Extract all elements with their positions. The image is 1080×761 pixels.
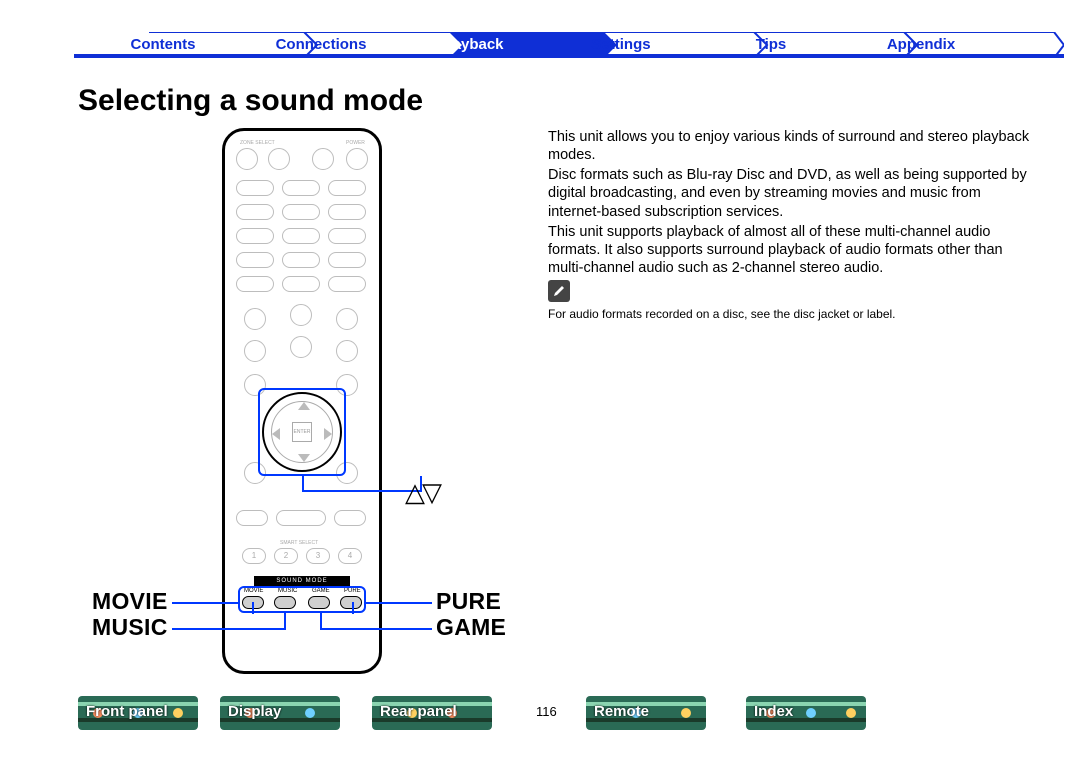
tab-contents[interactable]: Contents: [88, 32, 238, 58]
btn-zone2: [268, 148, 290, 170]
btn-media: [328, 204, 366, 220]
btn-tune-plus: [334, 510, 366, 526]
btn-mute: [290, 336, 312, 358]
line-pure: [366, 602, 432, 604]
bn-label: Index: [754, 703, 793, 720]
tab-tips[interactable]: Tips: [696, 32, 846, 58]
lbl-sound-mode: SOUND MODE: [254, 576, 350, 586]
btn-ss4: 4: [338, 548, 362, 564]
body-p2: Disc formats such as Blu-ray Disc and DV…: [548, 166, 1038, 220]
bn-rear-panel[interactable]: Rear panel: [372, 696, 492, 730]
btn-tune-minus: [236, 510, 268, 526]
btn-ss2: 2: [274, 548, 298, 564]
btn-play: [276, 510, 326, 526]
lbl-zone-select: ZONE SELECT: [240, 140, 275, 146]
btn-bt: [328, 252, 366, 268]
bn-label: Display: [228, 703, 281, 720]
note-text: For audio formats recorded on a disc, se…: [548, 307, 1038, 321]
line-movie: [172, 602, 238, 604]
lbl-smart-select: SMART SELECT: [280, 540, 318, 546]
btn-ss3: 3: [306, 548, 330, 564]
btn-aux1: [282, 204, 320, 220]
lbl-power: POWER: [346, 140, 365, 146]
tab-settings[interactable]: Settings: [546, 32, 696, 58]
bn-label: Rear panel: [380, 703, 457, 720]
body-text: This unit allows you to enjoy various ki…: [548, 128, 1038, 279]
btn-main: [236, 148, 258, 170]
btn-ch-dn: [244, 340, 266, 362]
bn-remote[interactable]: Remote: [586, 696, 706, 730]
btn-power: [346, 148, 368, 170]
pencil-note-icon: [548, 280, 570, 302]
cursor-up-down-icon: △▽: [405, 477, 439, 508]
btn-ss1: 1: [242, 548, 266, 564]
tab-connections[interactable]: Connections: [246, 32, 396, 58]
btn-aux2: [282, 228, 320, 244]
page-title: Selecting a sound mode: [78, 84, 423, 118]
btn-ch-up: [244, 308, 266, 330]
bn-label: Front panel: [86, 703, 168, 720]
btn-game-in: [236, 204, 274, 220]
bottom-nav: Front panel Display Rear panel 116 Remot…: [0, 696, 1080, 734]
btn-cbl: [236, 180, 274, 196]
remote-diagram: ZONE SELECT POWER ENTER S: [222, 128, 382, 674]
btn-iradio: [328, 276, 366, 292]
body-p3: This unit supports playback of almost al…: [548, 223, 1038, 277]
btn-bluray: [328, 180, 366, 196]
top-nav: Contents Connections Playback Settings T…: [0, 32, 1080, 60]
line-music: [172, 628, 286, 630]
body-p1: This unit allows you to enjoy various ki…: [548, 128, 1038, 164]
label-music: MUSIC: [92, 614, 168, 641]
btn-sleep: [312, 148, 334, 170]
btn-vol-up: [336, 308, 358, 330]
btn-ipod: [236, 252, 274, 268]
line-game: [320, 628, 432, 630]
bn-front-panel[interactable]: Front panel: [78, 696, 198, 730]
btn-cd: [282, 252, 320, 268]
label-pure: PURE: [436, 588, 501, 615]
btn-phono: [282, 276, 320, 292]
btn-dvd: [282, 180, 320, 196]
btn-tuner: [328, 228, 366, 244]
callout-soundmode: [238, 586, 366, 613]
line-pure-v: [352, 602, 354, 614]
callout-dpad: [258, 388, 346, 476]
tab-appendix[interactable]: Appendix: [846, 32, 996, 58]
page-number: 116: [536, 704, 557, 719]
btn-vol-dn: [336, 340, 358, 362]
bn-label: Remote: [594, 703, 649, 720]
label-movie: MOVIE: [92, 588, 168, 615]
btn-eco: [290, 304, 312, 326]
btn-online: [236, 276, 274, 292]
btn-tvaudio: [236, 228, 274, 244]
bn-index[interactable]: Index: [746, 696, 866, 730]
tab-playback[interactable]: Playback: [396, 32, 546, 58]
line-music-v: [284, 613, 286, 630]
bn-display[interactable]: Display: [220, 696, 340, 730]
line-movie-v: [252, 602, 254, 614]
label-game: GAME: [436, 614, 506, 641]
line-dpad-h: [302, 490, 422, 492]
